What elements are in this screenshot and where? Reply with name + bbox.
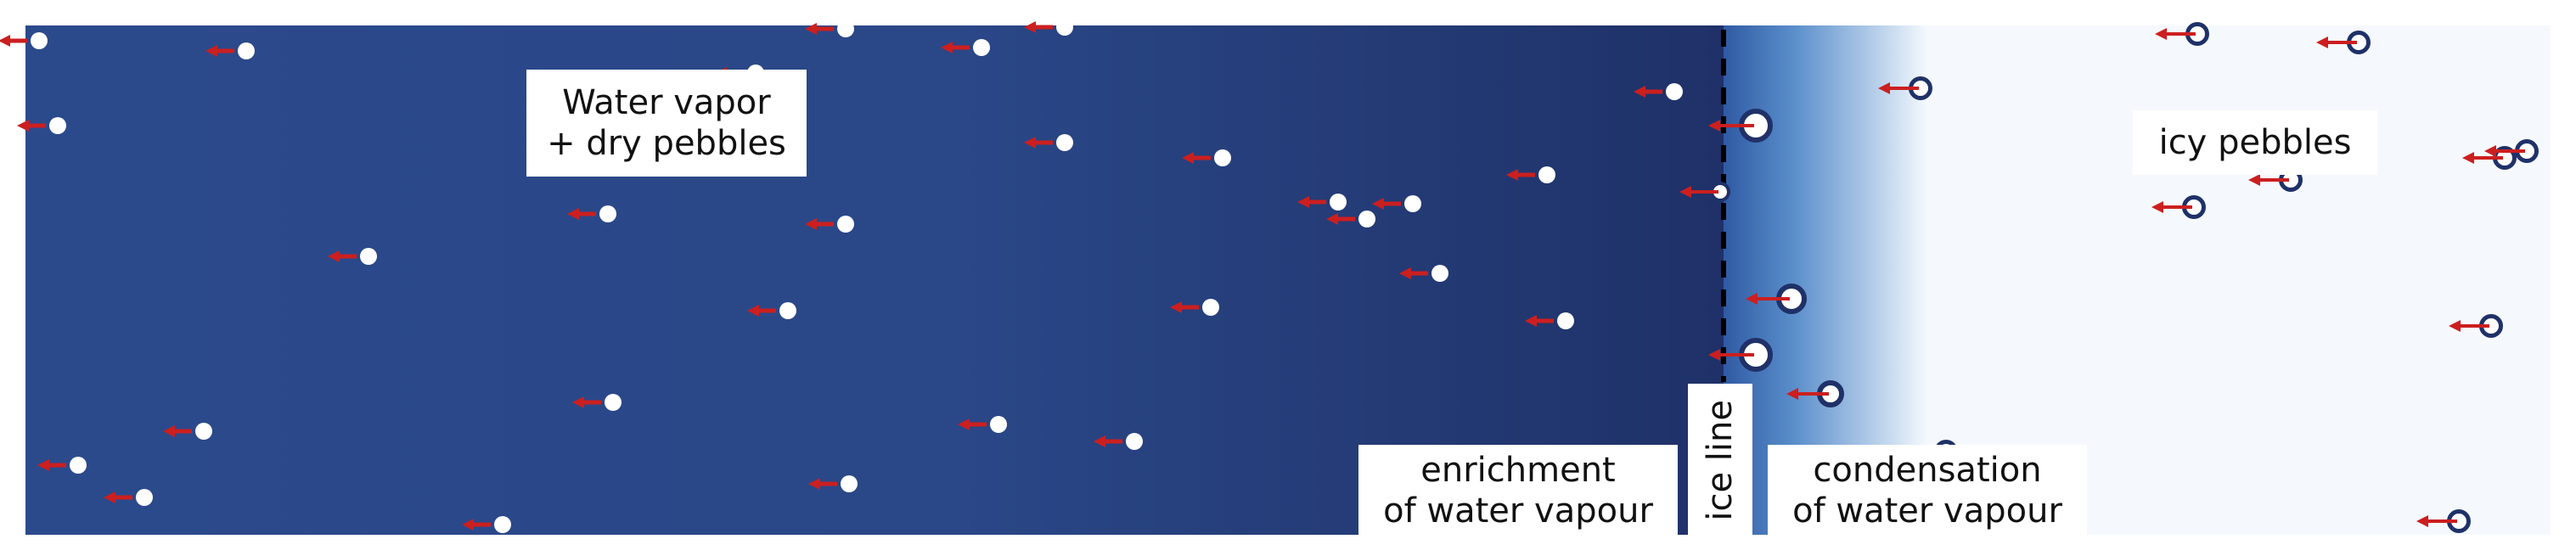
label-icy-pebbles-text: icy pebbles bbox=[2158, 123, 2352, 162]
dry-pebble bbox=[1399, 265, 1448, 282]
dry-pebbles-group bbox=[0, 19, 1683, 533]
icy-pebbles-group bbox=[1679, 22, 2539, 533]
label-water-vapor: Water vapor + dry pebbles bbox=[526, 70, 807, 177]
label-ice-line-text: ice line bbox=[1701, 399, 1740, 521]
dry-pebble bbox=[1024, 19, 1073, 36]
icy-pebble bbox=[1708, 109, 1773, 143]
label-water-vapor-line1: Water vapor bbox=[562, 83, 771, 122]
icy-pebble bbox=[2316, 31, 2371, 54]
label-icy-pebbles: icy pebbles bbox=[2133, 110, 2377, 175]
dry-pebble bbox=[462, 516, 511, 533]
label-enrichment: enrichment of water vapour bbox=[1358, 445, 1678, 536]
label-ice-line: ice line bbox=[1688, 384, 1752, 536]
dry-pebble bbox=[808, 475, 858, 492]
dry-pebble bbox=[1525, 312, 1574, 329]
icy-pebble bbox=[1786, 380, 1844, 407]
dry-pebble bbox=[567, 205, 616, 222]
dry-pebble bbox=[0, 32, 48, 49]
icy-pebble bbox=[1679, 182, 1730, 202]
dry-pebble bbox=[572, 394, 622, 411]
dry-pebble bbox=[805, 216, 854, 233]
dry-pebble bbox=[747, 302, 796, 319]
label-enrichment-line1: enrichment bbox=[1420, 451, 1616, 490]
icy-pebble bbox=[1708, 338, 1773, 372]
dry-pebble bbox=[17, 117, 66, 134]
label-water-vapor-line2: + dry pebbles bbox=[547, 124, 786, 163]
label-enrichment-line2: of water vapour bbox=[1383, 491, 1653, 531]
dry-pebble bbox=[805, 20, 854, 37]
dry-pebble bbox=[1506, 166, 1555, 183]
dry-pebble bbox=[1634, 83, 1683, 100]
dry-pebble bbox=[1182, 149, 1231, 166]
icy-pebble bbox=[2462, 146, 2517, 170]
dry-pebble bbox=[1297, 194, 1347, 211]
label-condensation-line2: of water vapour bbox=[1792, 491, 2062, 531]
icy-pebble bbox=[2155, 22, 2209, 46]
dry-pebble bbox=[1326, 211, 1375, 227]
dry-pebble bbox=[941, 39, 990, 56]
icy-pebble bbox=[1746, 284, 1807, 314]
icy-pebble bbox=[2151, 195, 2206, 219]
dry-pebble bbox=[1094, 433, 1143, 450]
dry-pebble bbox=[1372, 195, 1421, 212]
label-condensation: condensation of water vapour bbox=[1768, 445, 2087, 536]
dry-pebble bbox=[37, 457, 87, 474]
dry-pebble bbox=[163, 423, 212, 440]
dry-pebble bbox=[958, 416, 1007, 433]
dry-pebble bbox=[205, 42, 255, 59]
dry-pebble bbox=[104, 489, 153, 506]
dry-pebble bbox=[1024, 134, 1073, 151]
dry-pebble bbox=[1170, 299, 1219, 316]
icy-pebble bbox=[2416, 509, 2471, 533]
icy-pebble bbox=[2484, 139, 2539, 163]
icy-pebble bbox=[1878, 76, 1932, 100]
label-condensation-line1: condensation bbox=[1813, 451, 2042, 490]
icy-pebble bbox=[2449, 314, 2503, 338]
dry-pebble bbox=[328, 248, 377, 265]
